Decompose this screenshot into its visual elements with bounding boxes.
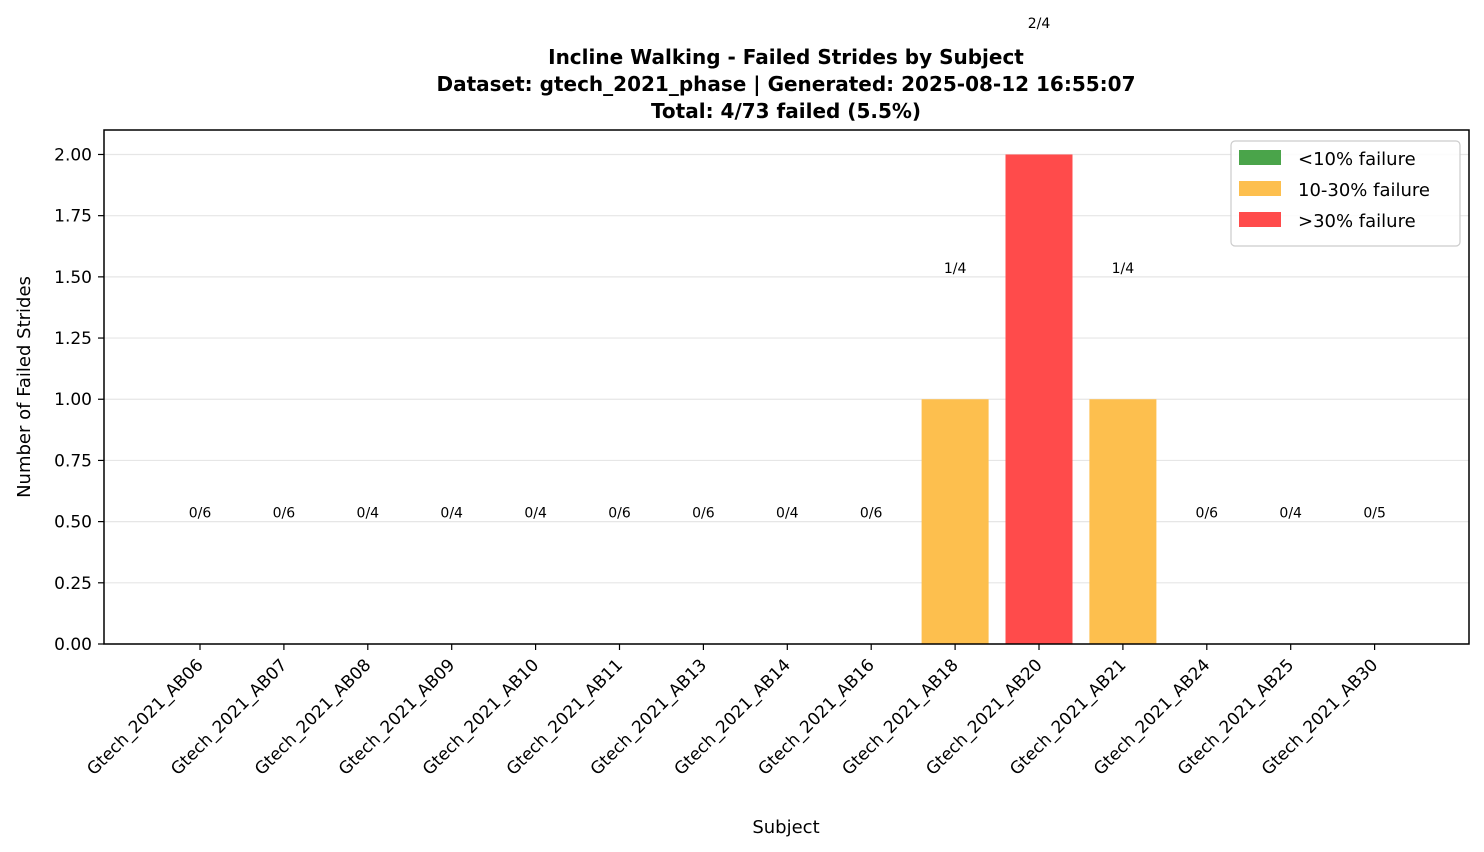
- bar-data-label: 1/4: [944, 261, 967, 277]
- y-axis: 0.00 0.25 0.50 0.75 1.00 1.25 1.50 1.75 2.00: [54, 145, 104, 655]
- bar-data-label: 0/6: [189, 506, 212, 522]
- bar-data-label: 0/5: [1363, 506, 1386, 522]
- bar-data-label: 0/6: [1196, 506, 1219, 522]
- y-tick-label: 0.25: [54, 574, 92, 594]
- bar-data-label: 0/6: [860, 506, 883, 522]
- y-tick-label: 1.00: [54, 390, 92, 410]
- legend-label-mid: 10-30% failure: [1298, 180, 1430, 201]
- bar-data-label: 0/6: [608, 506, 631, 522]
- bar-data-label: 0/4: [357, 506, 380, 522]
- y-tick-label: 2.00: [54, 145, 92, 165]
- bar-data-label: 0/6: [692, 506, 715, 522]
- y-tick-label: 1.50: [54, 268, 92, 288]
- bar-gtech-2021-ab21: [1089, 399, 1157, 644]
- legend-swatch-high: [1239, 212, 1281, 227]
- bar-data-label: 0/4: [1279, 506, 1302, 522]
- x-axis: Gtech_2021_AB06Gtech_2021_AB07Gtech_2021…: [83, 644, 1382, 780]
- y-tick-label: 0.50: [54, 513, 92, 533]
- chart-title-line-1: Incline Walking - Failed Strides by Subj…: [548, 45, 1024, 69]
- legend-swatch-low: [1239, 150, 1281, 165]
- bar-gtech-2021-ab20: [1005, 154, 1073, 644]
- y-tick-label: 1.25: [54, 329, 92, 349]
- chart-title-line-2: Dataset: gtech_2021_phase | Generated: 2…: [436, 72, 1135, 96]
- bar-data-label: 0/4: [524, 506, 547, 522]
- legend-frame: [1230, 140, 1461, 247]
- plot-frame: [103, 129, 1470, 645]
- bar-data-label: 0/6: [273, 506, 296, 522]
- bar-labels: 0/6 0/6 0/4 0/4 0/4 0/6 0/6 0/4 0/6 1/4 2/4 1/4 0/6 0…: [189, 16, 1386, 522]
- y-axis-label: Number of Failed Strides: [14, 276, 35, 498]
- bar-data-label: 2/4: [1028, 16, 1051, 32]
- legend-swatch-mid: [1239, 181, 1281, 196]
- legend: <10% failure 10-30% failure >30% failure: [1230, 140, 1461, 247]
- x-axis-label: Subject: [752, 817, 819, 838]
- bar-data-label: 0/4: [440, 506, 463, 522]
- bar-gtech-2021-ab18: [921, 399, 989, 644]
- grid-lines: [104, 153, 1469, 645]
- chart-title: Incline Walking - Failed Strides by Subj…: [436, 45, 1135, 123]
- y-tick-label: 0.75: [54, 451, 92, 471]
- y-tick-label: 0.00: [54, 635, 92, 655]
- bar-data-label: 0/4: [776, 506, 799, 522]
- bars: [921, 154, 1157, 644]
- y-tick-label: 1.75: [54, 207, 92, 227]
- chart-title-line-3: Total: 4/73 failed (5.5%): [651, 99, 921, 123]
- legend-label-high: >30% failure: [1298, 211, 1416, 232]
- bar-data-label: 1/4: [1112, 261, 1135, 277]
- legend-label-low: <10% failure: [1298, 149, 1416, 170]
